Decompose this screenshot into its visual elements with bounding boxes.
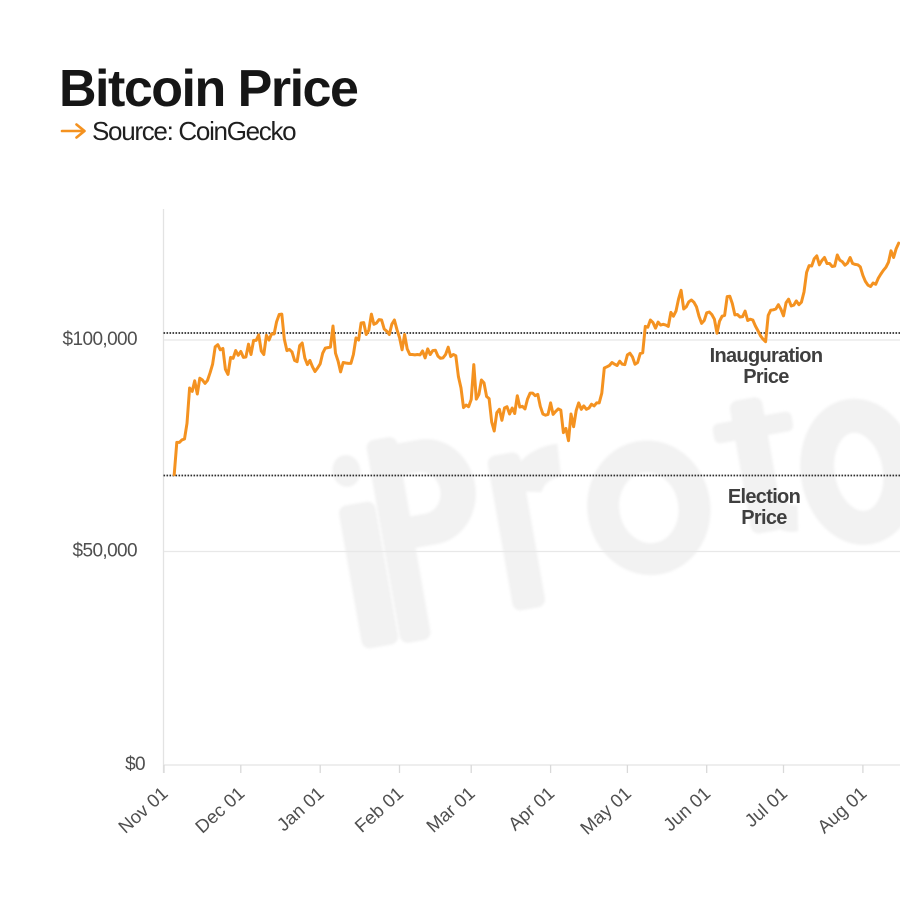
svg-text:Price: Price: [741, 507, 787, 529]
svg-text:Inauguration: Inauguration: [710, 345, 823, 367]
svg-text:Source: CoinGecko: Source: CoinGecko: [92, 116, 296, 146]
svg-text:Price: Price: [743, 366, 789, 388]
svg-text:Election: Election: [728, 486, 800, 508]
svg-text:Bitcoin Price: Bitcoin Price: [59, 60, 358, 118]
svg-text:$0: $0: [125, 754, 145, 775]
svg-text:$50,000: $50,000: [73, 541, 138, 562]
svg-text:$100,000: $100,000: [63, 329, 137, 350]
